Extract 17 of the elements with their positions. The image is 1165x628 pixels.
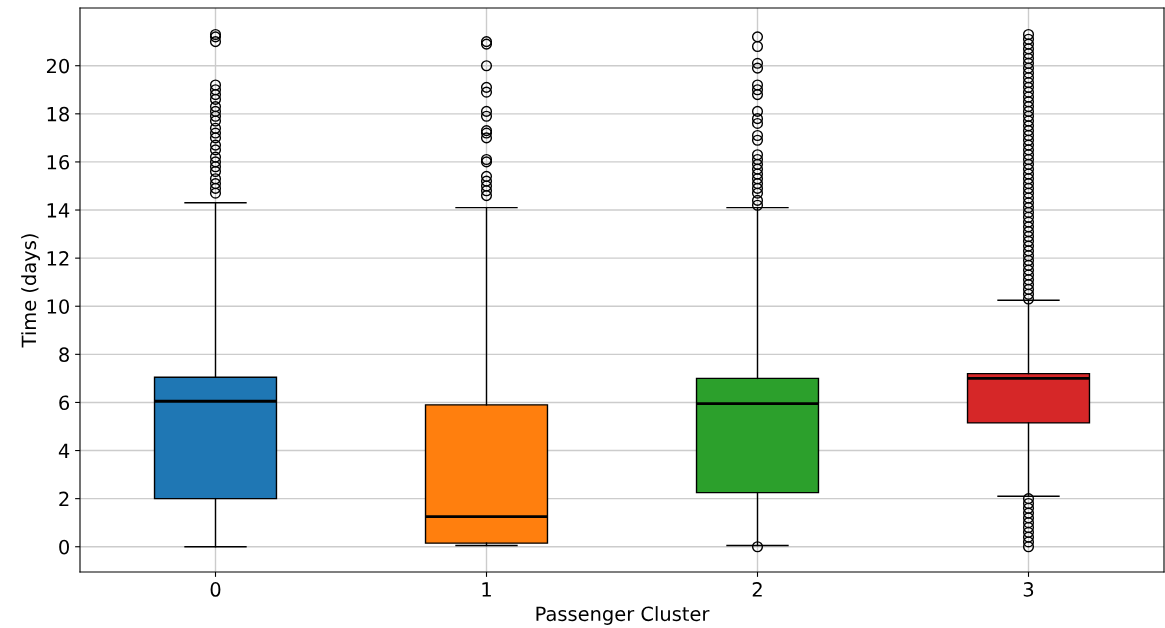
y-axis-title: Time (days) <box>21 234 40 348</box>
y-tick-label: 20 <box>46 58 69 74</box>
x-tick-label: 0 <box>210 582 221 597</box>
y-tick-label: 18 <box>47 106 69 122</box>
y-tick-label: 14 <box>47 203 70 218</box>
y-tick-label: 0 <box>59 539 69 555</box>
x-tick-label: 1 <box>482 582 491 597</box>
x-tick-label: 3 <box>1023 582 1034 597</box>
y-tick-label: 12 <box>47 251 69 266</box>
x-tick-label: 2 <box>752 582 762 597</box>
y-tick-label: 4 <box>58 443 70 458</box>
y-tick-label: 10 <box>47 299 69 314</box>
y-tick-label: 6 <box>59 395 70 411</box>
y-tick-label: 2 <box>59 491 69 507</box>
y-tick-label: 16 <box>47 154 70 170</box>
y-tick-label: 8 <box>59 347 69 362</box>
x-axis-title: Passenger Cluster <box>536 606 710 625</box>
